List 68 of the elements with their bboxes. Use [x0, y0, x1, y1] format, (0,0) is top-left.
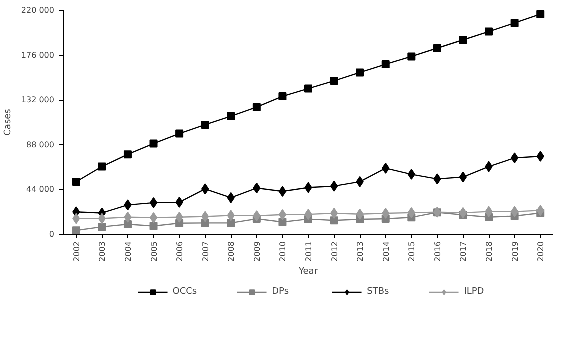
point	[510, 206, 519, 218]
point	[330, 208, 338, 220]
x-tick-label: 2005	[150, 242, 159, 262]
point	[459, 172, 468, 183]
point	[150, 212, 158, 224]
legend-label: STBs	[367, 286, 390, 298]
y-tick-label: 220 000	[21, 6, 55, 15]
x-tick-label: 2012	[330, 242, 340, 262]
point	[485, 28, 494, 36]
x-tick-label: 2018	[485, 242, 494, 262]
point	[330, 77, 338, 86]
y-tick-label: 176 000	[21, 50, 55, 60]
x-tick-label: 2010	[278, 242, 288, 262]
point	[433, 44, 442, 52]
point	[356, 68, 364, 77]
x-tick-label: 2004	[124, 242, 133, 262]
y-tick-label: 0	[49, 230, 55, 239]
point	[278, 92, 287, 101]
point	[330, 216, 338, 225]
y-tick-label: 88 000	[26, 140, 55, 150]
point	[510, 152, 519, 164]
point	[150, 140, 158, 148]
point	[330, 180, 338, 192]
point	[304, 84, 312, 93]
y-axis-title: Cases	[3, 108, 14, 136]
x-tick-label: 2020	[536, 242, 546, 262]
point	[98, 162, 106, 171]
x-tick-label: 2006	[176, 242, 185, 262]
point	[150, 222, 158, 230]
x-tick-label: 2014	[382, 242, 391, 262]
point	[278, 209, 287, 220]
x-tick-label: 2013	[356, 242, 366, 262]
x-axis-title: Year	[298, 266, 318, 277]
point	[408, 52, 416, 61]
point	[150, 197, 158, 208]
point	[278, 218, 287, 226]
x-tick-label: 2009	[252, 242, 262, 262]
point	[72, 226, 80, 234]
legend-label: OCCs	[172, 286, 198, 298]
y-tick-label: 44 000	[26, 185, 55, 194]
point	[227, 112, 236, 120]
point	[536, 10, 545, 18]
legend-label: DPs	[272, 286, 290, 298]
x-tick-label: 2016	[433, 242, 442, 262]
point	[98, 223, 106, 232]
x-tick-label: 2019	[510, 242, 520, 262]
point	[72, 178, 80, 186]
point	[98, 213, 106, 224]
point	[278, 186, 287, 198]
x-tick-label: 2017	[459, 242, 468, 262]
x-tick-label: 2007	[201, 242, 210, 262]
point	[510, 19, 519, 28]
x-tick-label: 2002	[72, 242, 82, 262]
x-tick-label: 2008	[227, 242, 236, 262]
y-tick-label: 132 000	[21, 96, 55, 105]
point	[382, 60, 390, 68]
point	[227, 219, 236, 228]
x-tick-label: 2015	[408, 242, 417, 262]
point	[201, 120, 210, 129]
point	[124, 220, 132, 229]
point	[176, 130, 184, 138]
x-tick-label: 2011	[304, 242, 314, 262]
point	[124, 150, 132, 159]
point	[252, 103, 261, 112]
x-tick-label: 2003	[98, 242, 108, 262]
legend-label: ILPD	[464, 286, 484, 298]
point	[459, 207, 468, 218]
point	[459, 36, 468, 44]
